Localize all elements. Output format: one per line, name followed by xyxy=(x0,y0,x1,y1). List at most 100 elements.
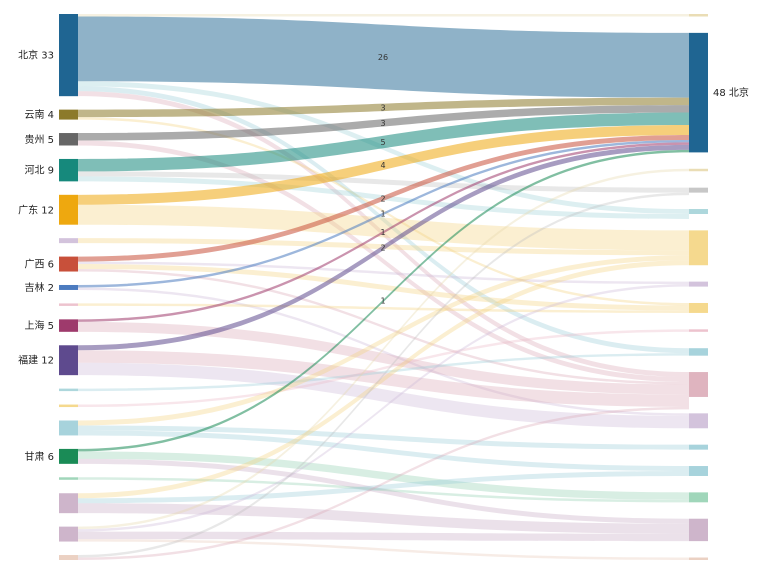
sankey-link[interactable] xyxy=(78,112,689,172)
link-value-label: 3 xyxy=(380,103,385,112)
link-value-label: 26 xyxy=(378,53,388,62)
sankey-link[interactable] xyxy=(78,269,689,385)
sankey-link[interactable] xyxy=(78,134,689,262)
source-node[interactable] xyxy=(59,555,78,560)
source-node[interactable] xyxy=(59,303,78,306)
source-node[interactable] xyxy=(59,319,78,332)
sankey-link[interactable] xyxy=(78,350,689,407)
sankey-link[interactable] xyxy=(78,451,689,500)
target-node[interactable] xyxy=(689,14,708,17)
sankey-link[interactable] xyxy=(78,539,689,560)
target-node[interactable] xyxy=(689,187,708,193)
target-node[interactable] xyxy=(689,302,708,313)
target-node[interactable] xyxy=(689,348,708,356)
target-node[interactable] xyxy=(689,466,708,476)
sankey-link[interactable] xyxy=(78,140,689,383)
source-node[interactable] xyxy=(59,133,78,146)
sankey-link[interactable] xyxy=(78,362,689,429)
target-node[interactable] xyxy=(689,168,708,172)
target-node[interactable] xyxy=(689,281,708,287)
sankey-link[interactable] xyxy=(78,91,689,378)
target-node[interactable] xyxy=(689,372,708,397)
sankey-link[interactable] xyxy=(78,261,689,285)
target-node[interactable] xyxy=(689,557,708,560)
node-label: 福建 12 xyxy=(18,354,54,367)
sankey-link[interactable] xyxy=(78,86,689,354)
sankey-link[interactable] xyxy=(78,144,689,351)
sankey-link[interactable] xyxy=(78,125,689,205)
nodes-layer xyxy=(59,14,708,560)
source-node[interactable] xyxy=(59,493,78,514)
target-node[interactable] xyxy=(689,413,708,429)
source-node[interactable] xyxy=(59,448,78,464)
node-label: 广西 6 xyxy=(24,259,54,271)
sankey-link[interactable] xyxy=(78,117,689,306)
sankey-link[interactable] xyxy=(78,430,689,472)
link-value-label: 3 xyxy=(380,119,385,128)
sankey-link[interactable] xyxy=(78,255,689,426)
source-node[interactable] xyxy=(59,526,78,542)
sankey-link[interactable] xyxy=(78,477,689,503)
source-node[interactable] xyxy=(59,388,78,392)
target-node[interactable] xyxy=(689,209,708,214)
sankey-link[interactable] xyxy=(78,142,689,322)
source-node[interactable] xyxy=(59,284,78,290)
sankey-link[interactable] xyxy=(78,531,689,542)
link-value-label: 4 xyxy=(380,161,385,170)
node-label: 上海 5 xyxy=(24,319,54,332)
sankey-link[interactable] xyxy=(78,287,689,416)
node-label: 云南 4 xyxy=(24,108,54,121)
node-label: 48 北京 xyxy=(713,86,749,99)
labels-layer: 26 3 3 5 4 2 1 1 2 1 北京 33 云南 4 贵州 5 河北 9 广东 12 广西 6 吉林 … xyxy=(18,49,749,463)
sankey-link[interactable] xyxy=(78,471,689,504)
sankey-link[interactable] xyxy=(78,204,689,251)
source-node[interactable] xyxy=(59,420,78,436)
sankey-link[interactable] xyxy=(78,139,689,288)
source-node[interactable] xyxy=(59,109,78,120)
sankey-link[interactable] xyxy=(78,192,689,558)
sankey-link[interactable] xyxy=(78,260,689,499)
source-node[interactable] xyxy=(59,256,78,272)
node-label: 广东 12 xyxy=(18,203,54,216)
sankey-link[interactable] xyxy=(78,105,689,141)
source-node[interactable] xyxy=(59,345,78,376)
target-node[interactable] xyxy=(689,230,708,266)
sankey-link[interactable] xyxy=(78,264,689,311)
node-label: 北京 33 xyxy=(18,49,54,62)
link-value-label: 1 xyxy=(380,210,385,219)
node-label: 吉林 2 xyxy=(24,281,54,294)
link-value-label: 5 xyxy=(380,138,385,147)
source-node[interactable] xyxy=(59,238,78,244)
sankey-link[interactable] xyxy=(78,303,689,313)
target-node[interactable] xyxy=(689,329,708,332)
target-node[interactable] xyxy=(689,492,708,503)
source-node[interactable] xyxy=(59,194,78,225)
node-label: 甘肃 6 xyxy=(24,450,54,463)
link-value-label: 1 xyxy=(380,297,385,306)
source-node[interactable] xyxy=(59,404,78,408)
link-value-label: 1 xyxy=(380,228,385,237)
sankey-link[interactable] xyxy=(78,425,689,450)
link-value-label: 2 xyxy=(380,244,385,253)
sankey-link[interactable] xyxy=(78,16,689,98)
sankey-link[interactable] xyxy=(78,171,689,193)
target-node[interactable] xyxy=(689,32,708,153)
sankey-link[interactable] xyxy=(78,321,689,395)
sankey-link[interactable] xyxy=(78,503,689,534)
target-node[interactable] xyxy=(689,518,708,542)
sankey-link[interactable] xyxy=(78,14,689,17)
sankey-link[interactable] xyxy=(78,168,689,530)
source-node[interactable] xyxy=(59,14,78,97)
sankey-link[interactable] xyxy=(78,329,689,408)
sankey-link[interactable] xyxy=(78,458,689,524)
sankey-link[interactable] xyxy=(78,97,689,118)
sankey-link[interactable] xyxy=(78,353,689,392)
target-node[interactable] xyxy=(689,444,708,450)
sankey-link[interactable] xyxy=(78,284,689,532)
sankey-link[interactable] xyxy=(78,406,689,560)
source-node[interactable] xyxy=(59,477,78,480)
sankey-link[interactable] xyxy=(78,149,689,452)
node-label: 贵州 5 xyxy=(24,133,54,146)
source-node[interactable] xyxy=(59,158,78,182)
